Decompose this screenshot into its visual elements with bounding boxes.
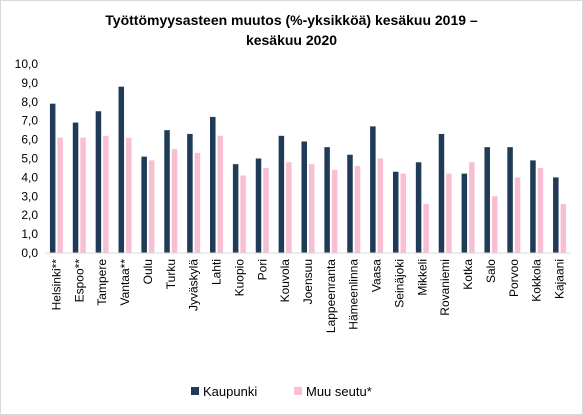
y-tick-label: 3,0 — [21, 189, 38, 203]
bar-muu-seutu — [354, 166, 361, 253]
y-axis: 0,0 1,0 2,0 3,0 4,0 5,0 6,0 7,0 8,0 9,0 10,0 — [15, 57, 39, 260]
x-tick-label: Tampere — [95, 259, 109, 306]
bar-kaupunki — [553, 177, 559, 253]
bar-kaupunki — [530, 160, 536, 253]
bar-muu-seutu — [377, 158, 384, 253]
bar-muu-seutu — [217, 135, 224, 253]
x-tick-label: Porvoo — [507, 259, 521, 297]
bar-muu-seutu — [148, 160, 155, 253]
y-tick-label: 4,0 — [21, 170, 38, 184]
bar-kaupunki — [95, 111, 102, 253]
bar-kaupunki — [461, 173, 468, 253]
bar-muu-seutu — [126, 137, 132, 253]
chart-title-line1: Työttömyysasteen muutos (%-yksikköä) kes… — [105, 12, 478, 28]
x-tick-label: Oulu — [141, 259, 155, 284]
x-tick-label: Mikkeli — [415, 259, 429, 296]
bars — [49, 86, 567, 254]
bar-muu-seutu — [469, 162, 475, 253]
bar-kaupunki — [278, 135, 285, 253]
bar-muu-seutu — [331, 169, 338, 253]
bar-kaupunki — [392, 171, 399, 253]
bar-muu-seutu — [446, 173, 452, 253]
x-axis-labels: Helsinki** Espoo** Tampere Vantaa** Oulu Turk… — [49, 259, 566, 333]
x-tick-label: Joensuu — [301, 259, 315, 304]
bar-kaupunki — [438, 133, 445, 253]
bar-muu-seutu — [560, 203, 567, 253]
bar-muu-seutu — [194, 152, 201, 253]
bar-kaupunki — [324, 147, 330, 253]
chart-title: Työttömyysasteen muutos (%-yksikköä) kes… — [0, 10, 583, 50]
bar-muu-seutu — [400, 173, 406, 253]
legend: Kaupunki Muu seutu* — [191, 384, 372, 399]
bar-kaupunki — [484, 147, 490, 253]
bar-muu-seutu — [537, 167, 544, 253]
y-tick-label: 7,0 — [21, 114, 38, 128]
y-tick-label: 1,0 — [21, 227, 38, 241]
y-tick-label: 10,0 — [15, 57, 39, 71]
bar-muu-seutu — [103, 135, 109, 253]
bar-muu-seutu — [171, 149, 178, 253]
bar-kaupunki — [141, 156, 147, 253]
x-tick-label: Kokkola — [530, 259, 544, 302]
y-tick-label: 9,0 — [21, 76, 38, 90]
chart-title-line2: kesäkuu 2020 — [245, 32, 338, 48]
bar-muu-seutu — [80, 137, 86, 253]
y-tick-label: 5,0 — [21, 152, 38, 166]
bar-kaupunki — [232, 164, 239, 253]
y-tick-label: 8,0 — [21, 95, 38, 109]
bar-muu-seutu — [286, 162, 292, 253]
bar-kaupunki — [255, 158, 262, 253]
x-tick-label: Kuopio — [232, 259, 246, 297]
bar-kaupunki — [72, 122, 79, 253]
bar-muu-seutu — [57, 137, 63, 253]
x-tick-label: Vaasa — [370, 259, 384, 292]
legend-swatch — [294, 387, 302, 395]
y-tick-label: 6,0 — [21, 133, 38, 147]
bar-kaupunki — [49, 103, 56, 253]
bar-kaupunki — [187, 133, 193, 253]
bar-kaupunki — [370, 126, 376, 253]
bar-kaupunki — [507, 147, 513, 253]
x-tick-label: Rovaniemi — [438, 259, 452, 316]
x-tick-label: Kotka — [461, 259, 475, 290]
bar-kaupunki — [210, 116, 216, 253]
x-tick-label: Jyväskylä — [187, 259, 201, 311]
legend-label: Kaupunki — [203, 384, 257, 399]
bar-muu-seutu — [514, 177, 521, 253]
bar-kaupunki — [118, 86, 125, 254]
x-tick-label: Vantaa** — [118, 259, 132, 306]
x-tick-label: Turku — [164, 259, 178, 289]
bar-kaupunki — [164, 130, 170, 253]
x-tick-label: Pori — [255, 259, 269, 280]
x-tick-label: Lahti — [210, 259, 224, 285]
y-tick-label: 0,0 — [21, 246, 38, 260]
x-tick-label: Helsinki** — [49, 259, 63, 311]
x-tick-label: Seinäjoki — [392, 259, 406, 308]
x-tick-label: Lappeenranta — [324, 259, 338, 333]
x-tick-label: Hämeenlinna — [347, 259, 361, 330]
bar-muu-seutu — [423, 203, 429, 253]
legend-label: Muu seutu* — [306, 384, 372, 399]
bar-kaupunki — [415, 162, 422, 253]
bar-muu-seutu — [240, 175, 246, 253]
bar-muu-seutu — [263, 167, 269, 253]
x-tick-label: Kouvola — [278, 259, 292, 303]
legend-swatch — [191, 387, 199, 395]
bar-kaupunki — [347, 154, 353, 253]
y-tick-label: 2,0 — [21, 208, 38, 222]
bar-muu-seutu — [491, 196, 498, 253]
bar-kaupunki — [301, 141, 307, 253]
x-tick-label: Kajaani — [553, 259, 567, 299]
bar-muu-seutu — [309, 164, 315, 253]
x-tick-label: Salo — [484, 259, 498, 283]
x-tick-label: Espoo** — [72, 259, 86, 303]
